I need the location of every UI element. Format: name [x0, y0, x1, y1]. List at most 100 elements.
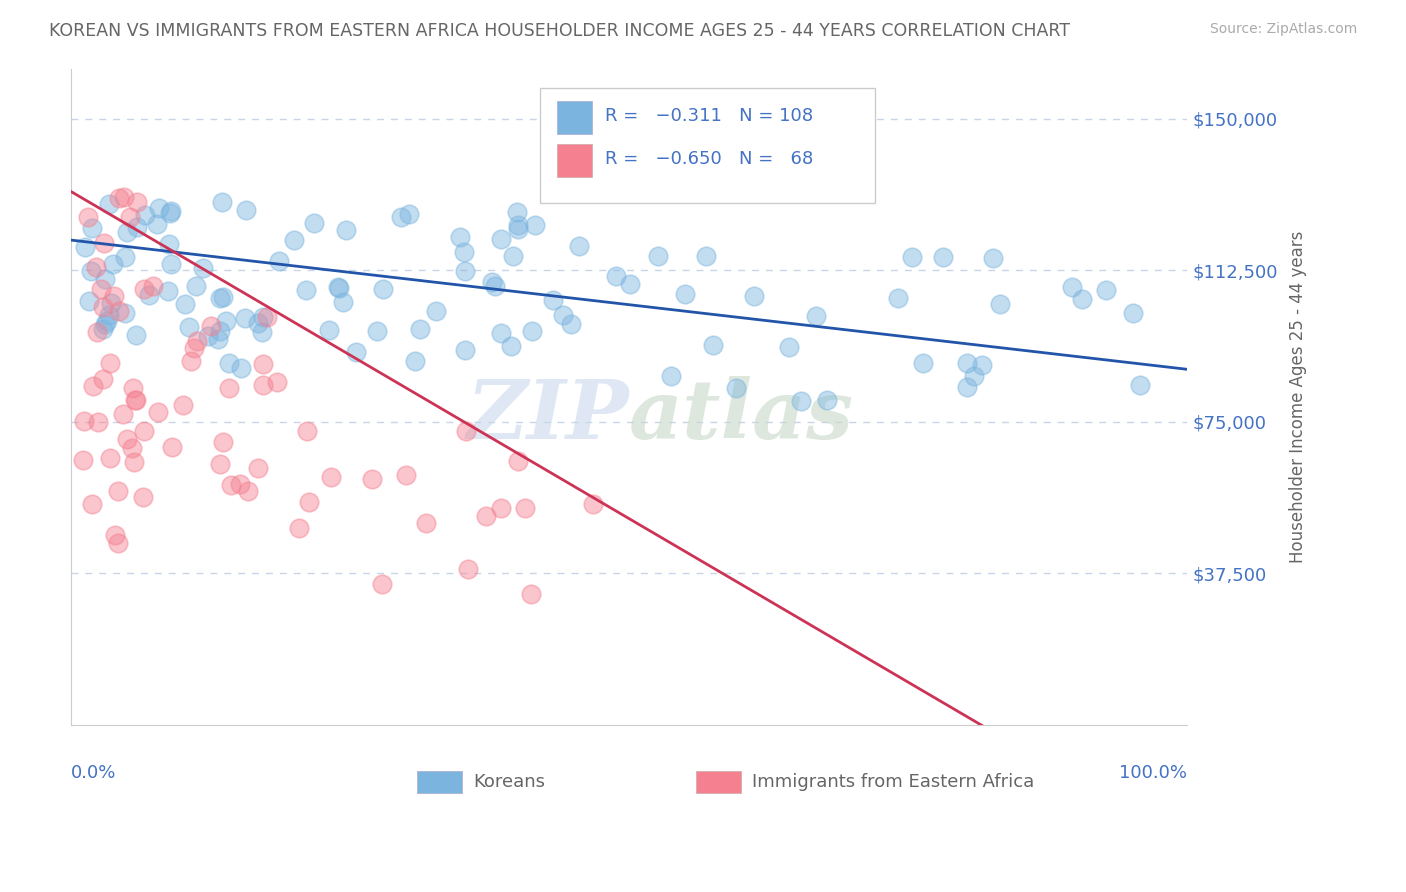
Point — [449, 230, 471, 244]
Point — [72, 453, 94, 467]
Point — [87, 416, 110, 430]
Point — [506, 205, 529, 219]
Text: atlas: atlas — [630, 376, 855, 456]
Point — [118, 210, 141, 224]
Point — [76, 210, 98, 224]
Point — [94, 272, 117, 286]
Point — [111, 407, 134, 421]
Point — [366, 324, 388, 338]
Point — [219, 478, 242, 492]
Point — [371, 576, 394, 591]
Point — [972, 359, 994, 373]
Text: R =   −0.311   N = 108: R = −0.311 N = 108 — [605, 107, 813, 126]
Point — [250, 326, 273, 340]
Point — [124, 392, 146, 407]
Text: 0.0%: 0.0% — [72, 764, 117, 782]
Text: Koreans: Koreans — [472, 772, 546, 790]
Point — [956, 379, 979, 393]
Point — [107, 483, 129, 498]
Point — [132, 424, 155, 438]
Point — [115, 432, 138, 446]
Bar — [696, 771, 741, 794]
Point — [112, 190, 135, 204]
Point — [108, 304, 131, 318]
Point — [209, 324, 232, 338]
Point — [724, 381, 747, 395]
Point — [513, 500, 536, 515]
Point — [96, 314, 118, 328]
Point — [82, 497, 104, 511]
Point — [91, 372, 114, 386]
Point — [901, 250, 924, 264]
Point — [702, 338, 724, 352]
Point — [98, 197, 121, 211]
Point — [233, 310, 256, 325]
Point — [75, 240, 97, 254]
Point — [673, 287, 696, 301]
Text: R =   −0.650   N =   68: R = −0.650 N = 68 — [605, 150, 813, 168]
Point — [100, 295, 122, 310]
Point — [489, 232, 512, 246]
Point — [218, 356, 240, 370]
Point — [180, 354, 202, 368]
Point — [815, 393, 838, 408]
Point — [454, 424, 477, 438]
Point — [159, 205, 181, 219]
Point — [148, 202, 170, 216]
Point — [806, 309, 828, 323]
Point — [778, 340, 800, 354]
Point — [132, 282, 155, 296]
Text: 100.0%: 100.0% — [1119, 764, 1187, 782]
Point — [209, 291, 232, 305]
Point — [742, 289, 765, 303]
Point — [186, 279, 208, 293]
Point — [114, 250, 136, 264]
Point — [91, 321, 114, 335]
Point — [319, 470, 342, 484]
Point — [454, 264, 477, 278]
Point — [981, 252, 1004, 266]
Point — [90, 282, 112, 296]
Point — [183, 341, 205, 355]
Point — [103, 257, 125, 271]
Point — [200, 318, 222, 333]
Point — [457, 561, 479, 575]
Point — [73, 414, 96, 428]
Point — [142, 278, 165, 293]
Point — [256, 310, 278, 324]
Point — [177, 320, 200, 334]
Point — [501, 339, 523, 353]
Point — [520, 587, 543, 601]
Bar — [557, 102, 592, 134]
Point — [1129, 378, 1152, 392]
Bar — [557, 144, 592, 177]
Point — [551, 308, 574, 322]
FancyBboxPatch shape — [540, 88, 875, 203]
Point — [360, 472, 382, 486]
Point — [125, 219, 148, 234]
Point — [619, 277, 641, 292]
Point — [107, 191, 129, 205]
Point — [520, 324, 543, 338]
Point — [647, 249, 669, 263]
Point — [956, 355, 979, 369]
Point — [247, 460, 270, 475]
Point — [1095, 283, 1118, 297]
Point — [121, 441, 143, 455]
Point — [107, 536, 129, 550]
Point — [208, 457, 231, 471]
Point — [335, 223, 357, 237]
Point — [115, 225, 138, 239]
Point — [605, 268, 627, 283]
Point — [1122, 306, 1144, 320]
Point — [252, 357, 274, 371]
Point — [235, 203, 257, 218]
Y-axis label: Householder Income Ages 25 - 44 years: Householder Income Ages 25 - 44 years — [1289, 230, 1306, 563]
Point — [326, 280, 349, 294]
Point — [124, 392, 146, 407]
Point — [215, 314, 238, 328]
Point — [236, 484, 259, 499]
Point — [122, 381, 145, 395]
Point — [932, 250, 955, 264]
Point — [502, 249, 524, 263]
